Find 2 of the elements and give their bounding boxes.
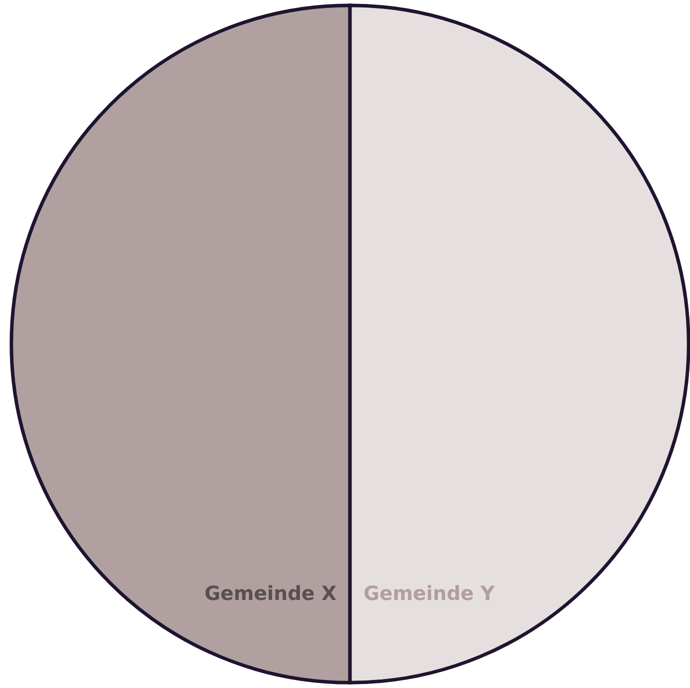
slice-label: Gemeinde X	[205, 585, 336, 600]
slice-label: Gemeinde Y	[364, 585, 495, 600]
